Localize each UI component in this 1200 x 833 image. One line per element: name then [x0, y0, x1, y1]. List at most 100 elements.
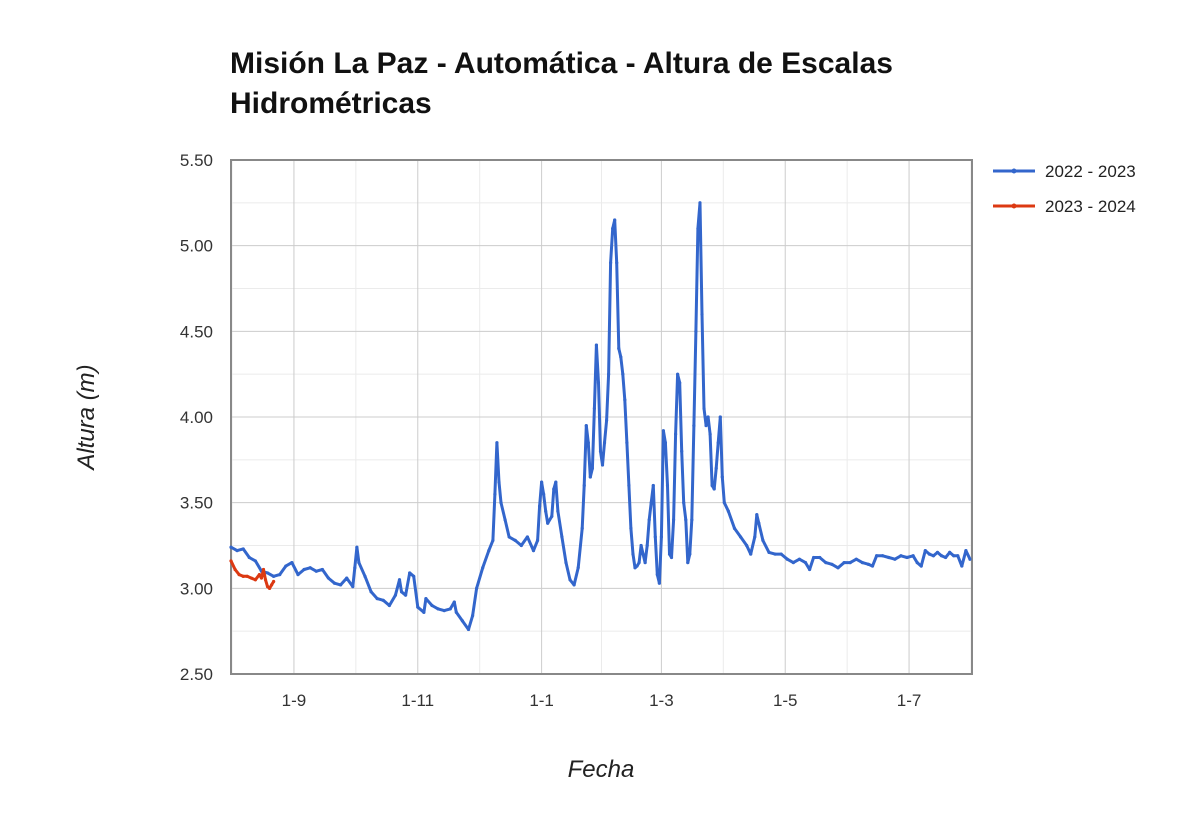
data-point [797, 557, 802, 561]
data-point [507, 535, 511, 539]
data-point [278, 573, 282, 577]
y-tick-label: 5.50 [180, 151, 213, 170]
legend-marker-2 [1011, 203, 1017, 209]
data-point [609, 261, 613, 265]
data-point [635, 564, 639, 568]
y-tick-label: 3.00 [180, 579, 213, 598]
data-point [651, 483, 655, 488]
legend: 2022 - 2023 2023 - 2024 [993, 162, 1136, 216]
data-point [537, 504, 542, 508]
data-point [375, 597, 379, 601]
data-point [604, 418, 609, 423]
data-point [708, 432, 712, 436]
data-point [899, 554, 903, 558]
data-point [887, 555, 891, 560]
data-point [412, 574, 416, 578]
data-point [696, 226, 700, 231]
data-point [263, 578, 268, 582]
data-point [944, 555, 948, 560]
data-point [755, 513, 759, 517]
y-tick-label: 4.50 [180, 322, 213, 341]
data-point [265, 571, 270, 575]
data-point [308, 566, 312, 570]
data-point [542, 492, 546, 496]
data-point [249, 576, 253, 580]
y-tick-label: 5.00 [180, 237, 213, 256]
data-point [655, 573, 659, 577]
data-point [531, 549, 536, 553]
data-point [874, 554, 879, 558]
data-point [712, 487, 716, 491]
data-point [229, 559, 233, 563]
data-point [779, 552, 783, 556]
data-point [625, 441, 629, 445]
data-point [499, 501, 503, 505]
data-point [690, 518, 694, 522]
data-point [357, 561, 361, 565]
data-point [653, 535, 657, 539]
data-point [229, 545, 233, 549]
data-point [905, 555, 909, 560]
y-tick-label: 4.00 [180, 408, 213, 427]
data-point [381, 598, 385, 602]
data-point [718, 415, 722, 419]
data-point [552, 487, 556, 491]
data-point [927, 552, 931, 556]
data-point [261, 567, 266, 572]
data-point [615, 261, 619, 265]
data-point [568, 578, 572, 582]
data-point [556, 509, 560, 513]
data-point [466, 627, 471, 632]
x-tick-label: 1-1 [529, 691, 554, 710]
series-layer [229, 201, 972, 632]
data-point [452, 600, 456, 604]
data-point [791, 561, 795, 565]
data-point [812, 555, 816, 560]
data-point [497, 480, 501, 484]
data-point [617, 346, 621, 351]
legend-label-1: 2022 - 2023 [1045, 162, 1136, 181]
data-point [332, 581, 337, 585]
data-point [408, 571, 412, 575]
data-point [968, 557, 972, 561]
data-point [314, 569, 318, 573]
data-point [807, 567, 812, 572]
data-point [698, 201, 702, 205]
data-point [684, 518, 688, 522]
data-point [716, 441, 720, 445]
data-point [706, 415, 710, 419]
x-tick-label: 1-7 [897, 691, 922, 710]
data-point [572, 583, 576, 587]
data-point [836, 566, 840, 570]
data-point [592, 406, 596, 411]
x-tick-label: 1-11 [401, 691, 434, 710]
data-point [960, 564, 964, 568]
data-point [397, 578, 402, 582]
data-point [663, 441, 668, 445]
data-point [682, 501, 686, 505]
data-point [785, 557, 789, 561]
data-point [233, 567, 237, 572]
data-point [503, 518, 507, 522]
data-point [665, 483, 670, 488]
data-point [270, 583, 274, 587]
data-point [911, 554, 915, 558]
data-point [272, 574, 276, 578]
data-point [416, 605, 420, 609]
data-point [738, 535, 743, 539]
data-point [320, 567, 324, 572]
data-point [647, 518, 651, 522]
data-point [369, 590, 373, 594]
data-point [842, 561, 846, 565]
data-point [600, 463, 605, 467]
data-point [676, 372, 680, 376]
data-point [353, 566, 357, 570]
data-point [387, 603, 391, 608]
data-point [345, 576, 349, 580]
data-point [284, 564, 288, 568]
data-point [692, 423, 696, 428]
data-point [931, 554, 936, 558]
data-point [296, 573, 300, 577]
data-point [761, 538, 765, 542]
